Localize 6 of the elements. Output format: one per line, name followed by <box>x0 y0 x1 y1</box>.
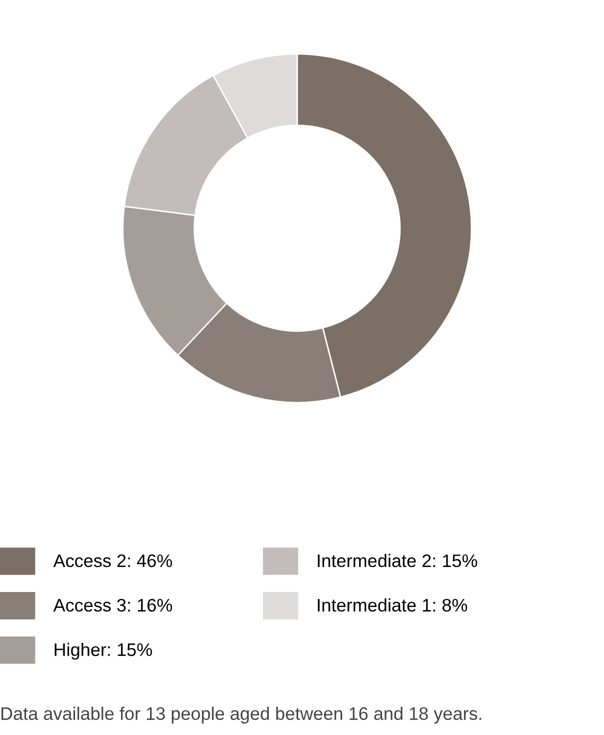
legend-label: Access 3: 16% <box>53 598 172 612</box>
legend-label: Higher: 15% <box>54 642 152 660</box>
legend-label: Access 2: 46% <box>53 554 172 568</box>
legend-label: Intermediate 1: 8% <box>318 598 468 612</box>
legend-label: Intermediate 2: 15% <box>318 554 478 568</box>
text: Data available for 13 people aged between 16 and 18 years. <box>1 706 482 724</box>
